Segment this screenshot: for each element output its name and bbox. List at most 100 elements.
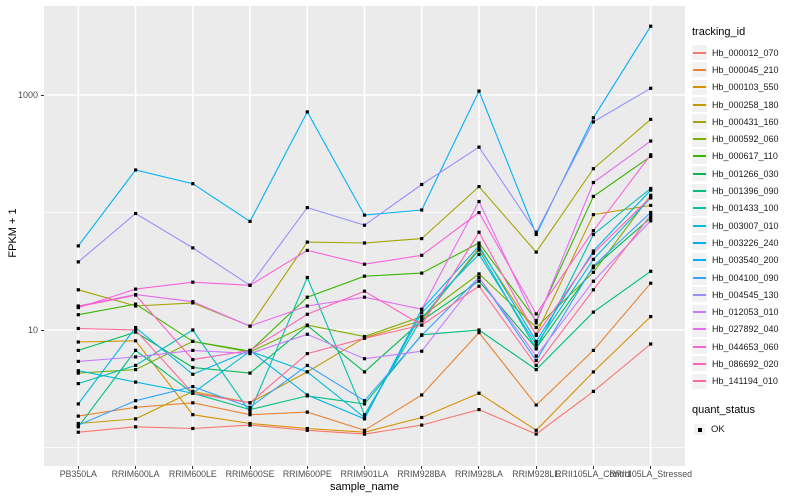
data-point — [477, 248, 481, 252]
data-point — [534, 333, 538, 337]
data-point — [305, 410, 309, 414]
data-point — [248, 352, 252, 356]
legend-item-label: Hb_004545_130 — [712, 289, 779, 300]
data-point — [649, 269, 653, 273]
data-point — [76, 244, 80, 248]
legend-key-line — [693, 68, 706, 71]
legend-item-label: Hb_000045_210 — [712, 64, 779, 75]
legend-item-Hb_000258_180: Hb_000258_180 — [692, 96, 798, 113]
x-tick-mark — [592, 466, 594, 469]
data-point — [534, 428, 538, 432]
data-point — [305, 295, 309, 299]
data-point — [362, 417, 367, 421]
legend-item-Hb_000431_160: Hb_000431_160 — [692, 113, 798, 130]
data-point — [76, 359, 80, 363]
legend-key-swatch — [692, 166, 707, 182]
legend-item-Hb_004545_130: Hb_004545_130 — [692, 286, 798, 303]
data-point — [362, 357, 367, 361]
legend-item-label: Hb_003540_200 — [712, 255, 779, 266]
data-point — [649, 203, 653, 207]
x-tick-label: RRIM928LE — [512, 469, 561, 479]
data-point — [649, 24, 653, 28]
legend-item-Hb_003007_010: Hb_003007_010 — [692, 217, 798, 234]
data-point — [191, 280, 195, 284]
data-point — [305, 332, 309, 336]
data-point — [305, 363, 309, 367]
x-tick-mark — [421, 466, 423, 469]
legend-key-swatch — [692, 62, 707, 78]
data-point — [248, 421, 252, 426]
legend-key-line — [693, 103, 706, 106]
legend-key-swatch — [692, 356, 707, 372]
legend-item-Hb_003540_200: Hb_003540_200 — [692, 252, 798, 269]
legend-item-Hb_000592_060: Hb_000592_060 — [692, 130, 798, 147]
data-point — [134, 399, 138, 403]
data-point — [76, 340, 80, 344]
legend-key-line — [693, 241, 706, 244]
x-tick-mark — [192, 466, 194, 469]
data-point — [248, 219, 252, 223]
legend-item-label: Hb_001433_100 — [712, 203, 779, 214]
data-point — [649, 216, 653, 220]
data-point — [649, 195, 653, 199]
data-point — [305, 206, 309, 210]
legend-item-Hb_003226_240: Hb_003226_240 — [692, 234, 798, 251]
legend-item-label: Hb_000592_060 — [712, 134, 779, 145]
data-point — [76, 425, 80, 429]
data-point — [362, 223, 367, 227]
data-point — [534, 363, 538, 367]
data-point — [477, 252, 481, 256]
data-point — [420, 315, 424, 319]
data-point — [591, 116, 595, 120]
data-point — [477, 230, 481, 234]
data-point — [362, 402, 367, 406]
data-point — [362, 430, 367, 434]
legend-key-line — [693, 293, 706, 296]
legend-item-label: Hb_003007_010 — [712, 220, 779, 231]
x-tick-mark — [535, 466, 537, 469]
data-point — [134, 330, 138, 334]
legend-key-line — [693, 155, 706, 158]
data-point — [134, 348, 138, 352]
data-point — [76, 414, 80, 418]
x-tick-label: RRIM600LE — [168, 469, 217, 479]
legend-key-swatch — [692, 287, 707, 303]
legend-item-Hb_000617_110: Hb_000617_110 — [692, 148, 798, 165]
data-point — [534, 343, 538, 347]
legend-item-label: Hb_004100_090 — [712, 272, 779, 283]
data-point — [76, 305, 80, 309]
legend-key-line — [693, 362, 706, 365]
data-point — [649, 117, 653, 121]
x-tick-label: RRIM600LA — [111, 469, 160, 479]
x-tick-label: RRIM600SE — [225, 469, 275, 479]
data-point — [134, 168, 138, 172]
data-point — [362, 262, 367, 266]
data-point — [191, 426, 195, 431]
data-point — [305, 275, 309, 280]
data-point — [420, 307, 424, 311]
legend-key-swatch — [692, 183, 707, 199]
x-tick-label: RRIM901LA — [340, 469, 389, 479]
data-point — [534, 432, 538, 436]
data-point — [305, 110, 309, 114]
data-point — [420, 333, 424, 337]
data-point — [362, 241, 367, 245]
data-point — [362, 432, 367, 436]
data-point — [362, 428, 367, 432]
y-axis-title: FPKM + 1 — [7, 208, 19, 258]
data-point — [591, 310, 595, 314]
plot-panel — [44, 6, 685, 466]
data-point — [649, 213, 653, 217]
legend-key-swatch — [692, 200, 707, 216]
legend-key-line — [693, 86, 706, 89]
x-tick-mark — [135, 466, 137, 469]
data-point — [76, 423, 80, 427]
data-point — [134, 293, 138, 297]
data-point — [477, 391, 481, 395]
data-point — [420, 237, 424, 241]
data-point — [305, 370, 309, 374]
legend-item-label: Hb_000103_550 — [712, 82, 779, 93]
legend-item-label: Hb_001266_030 — [712, 168, 779, 179]
data-point — [305, 304, 309, 308]
